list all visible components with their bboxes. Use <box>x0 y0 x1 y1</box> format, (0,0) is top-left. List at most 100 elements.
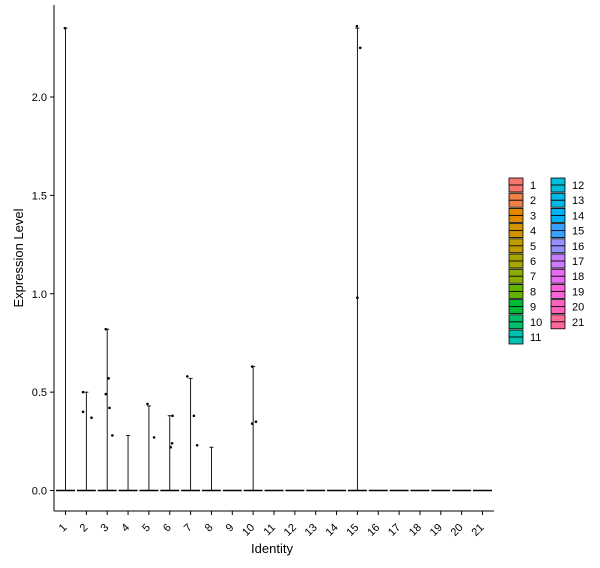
legend-item-10: 10 <box>508 314 542 330</box>
x-tick-label: 4 <box>119 522 132 535</box>
data-point <box>152 436 156 439</box>
legend-item-2: 2 <box>508 192 536 208</box>
legend-item-20: 20 <box>550 299 584 315</box>
legend-label: 3 <box>530 210 536 222</box>
legend-label: 16 <box>572 241 584 253</box>
legend-label: 20 <box>572 302 584 314</box>
data-point <box>104 327 108 331</box>
legend-item-3: 3 <box>508 207 536 223</box>
legend-label: 18 <box>572 271 584 283</box>
x-tick-label: 2 <box>78 522 91 535</box>
data-point <box>81 410 85 414</box>
y-tick-label: 2.0 <box>32 92 47 104</box>
data-point <box>170 441 174 445</box>
data-point <box>356 296 359 299</box>
x-ticks: 1 2 3 4 5 6 7 8 9 10 11 12 13 14 15 16 17 18 19 20 21 <box>57 511 487 539</box>
legend-label: 13 <box>572 195 584 207</box>
data-point <box>355 24 359 28</box>
legend-label: 1 <box>530 180 536 192</box>
data-point <box>186 375 189 378</box>
y-axis-title: Expression Level <box>11 208 26 307</box>
legend-item-5: 5 <box>508 238 536 254</box>
x-tick-label: 5 <box>140 522 153 535</box>
data-point <box>81 390 85 394</box>
violin-3 <box>97 328 117 492</box>
x-tick-label: 11 <box>262 522 279 539</box>
data-point <box>90 416 93 420</box>
y-tick-label: 0.5 <box>32 387 47 399</box>
y-ticks: 0.0 0.5 1.0 1.5 2.0 <box>32 92 54 498</box>
legend-label: 12 <box>572 180 584 192</box>
violin-15 <box>347 27 367 492</box>
data-point <box>107 377 110 380</box>
x-tick-label: 9 <box>224 522 237 535</box>
legend-item-14: 14 <box>550 207 584 223</box>
data-point <box>169 445 172 449</box>
legend-label: 10 <box>530 317 542 329</box>
x-tick-label: 18 <box>407 522 424 539</box>
legend-label: 15 <box>572 226 584 238</box>
violin-10 <box>243 366 263 492</box>
legend-item-4: 4 <box>508 223 536 239</box>
legend-item-11: 11 <box>508 329 541 345</box>
violin-1 <box>56 27 75 492</box>
legend-label: 9 <box>530 302 536 314</box>
data-point <box>250 365 254 368</box>
data-point <box>250 422 254 425</box>
x-tick-label: 19 <box>428 522 445 539</box>
data-point <box>195 443 199 447</box>
x-tick-label: 20 <box>449 522 466 539</box>
data-point <box>111 434 114 437</box>
legend-label: 11 <box>530 332 541 344</box>
x-tick-label: 3 <box>99 522 112 535</box>
x-tick-label: 10 <box>240 522 257 539</box>
x-tick-label: 16 <box>365 522 382 539</box>
legend-label: 21 <box>572 317 584 329</box>
data-point <box>192 414 196 418</box>
data-point <box>254 420 258 423</box>
legend-label: 17 <box>572 256 584 268</box>
legend-label: 19 <box>572 286 584 298</box>
x-tick-label: 7 <box>182 522 195 535</box>
y-tick-label: 1.5 <box>32 190 47 202</box>
legend-item-19: 19 <box>550 283 584 299</box>
legend-item-18: 18 <box>550 268 584 284</box>
violin-4 <box>118 434 138 492</box>
legend-item-7: 7 <box>508 268 536 284</box>
x-tick-label: 13 <box>303 522 320 539</box>
legend-item-16: 16 <box>550 238 584 254</box>
data-point <box>146 402 149 406</box>
violin-7 <box>181 377 201 492</box>
violin-8 <box>201 446 221 492</box>
violin-2 <box>76 391 96 492</box>
jitter-points <box>63 24 362 449</box>
violin-5 <box>139 405 159 492</box>
x-tick-label: 14 <box>324 522 341 539</box>
x-tick-label: 17 <box>386 522 403 539</box>
y-tick-label: 0.0 <box>32 486 47 498</box>
data-point <box>108 406 111 410</box>
x-tick-label: 8 <box>203 522 216 535</box>
x-tick-label: 12 <box>282 522 299 539</box>
violin-6 <box>160 415 180 492</box>
legend-item-6: 6 <box>508 253 536 269</box>
data-point <box>358 46 362 50</box>
x-tick-label: 6 <box>161 522 174 535</box>
legend-item-1: 1 <box>508 177 536 193</box>
legend-label: 7 <box>530 271 536 283</box>
plot-area <box>56 24 492 492</box>
x-tick-label: 21 <box>469 522 486 539</box>
legend-item-9: 9 <box>508 299 536 315</box>
x-tick-label: 1 <box>57 522 70 535</box>
legend-item-17: 17 <box>550 253 584 269</box>
legend-label: 8 <box>530 286 536 298</box>
legend-item-12: 12 <box>550 177 584 193</box>
legend-item-8: 8 <box>508 283 536 299</box>
legend-item-13: 13 <box>550 192 584 208</box>
data-point <box>63 26 67 30</box>
legend-label: 5 <box>530 241 536 253</box>
legend-item-15: 15 <box>550 223 584 239</box>
legend-label: 2 <box>530 195 536 207</box>
